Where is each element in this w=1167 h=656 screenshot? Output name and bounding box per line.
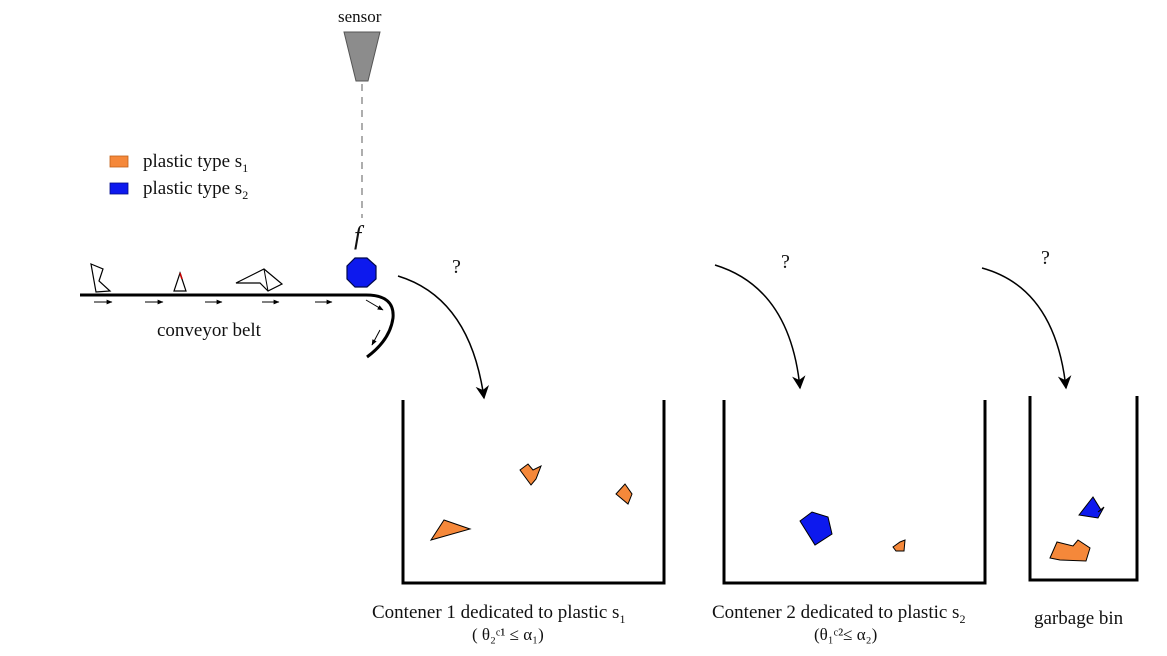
decision-mark-3: ? (1041, 247, 1050, 269)
item-orange (615, 483, 633, 505)
waste-item (90, 263, 112, 293)
conveyor-arrows (94, 299, 384, 346)
route-arrow-1 (397, 275, 489, 400)
sensor-icon (343, 31, 381, 82)
item-blue (1078, 496, 1105, 519)
container-1-walls (401, 400, 666, 585)
item-orange (1049, 539, 1091, 562)
route-arrow-2 (714, 264, 806, 390)
legend: plastic type s1 plastic type s2 (109, 151, 248, 202)
waste-item (173, 271, 187, 292)
container-2-caption: Contener 2 dedicated to plastic s2 (712, 602, 965, 626)
route-arrow-3 (981, 267, 1072, 390)
waste-item-edge (263, 268, 269, 292)
feature-symbol: f (354, 221, 365, 250)
garbage-bin-caption: garbage bin (1034, 608, 1124, 629)
sensor-label: sensor (338, 7, 382, 26)
container-1 (401, 400, 666, 585)
waste-item (235, 268, 284, 292)
waste-item-mark (179, 272, 183, 280)
garbage-bin (1028, 396, 1139, 582)
decision-mark-1: ? (452, 256, 461, 278)
legend-swatch-s1 (109, 155, 129, 168)
garbage-bin-walls (1028, 396, 1139, 582)
conveyor-belt (80, 293, 395, 359)
decision-mark-2: ? (781, 251, 790, 273)
scanned-item-blue (346, 257, 377, 288)
container-2-walls (722, 400, 987, 585)
item-blue (799, 511, 833, 546)
container-2-condition: (θ₁ᶜ²≤ α₂) (814, 625, 877, 644)
legend-swatch-s2 (109, 182, 129, 195)
container-1-condition: ( θ₂ᶜ¹ ≤ α₁) (472, 625, 544, 644)
container-2 (722, 400, 987, 585)
item-orange (429, 519, 472, 541)
legend-label-s2: plastic type s2 (143, 178, 248, 202)
container-1-caption: Contener 1 dedicated to plastic s1 (372, 602, 625, 626)
item-orange (519, 463, 542, 486)
legend-label-s1: plastic type s1 (143, 151, 248, 175)
conveyor-label: conveyor belt (157, 320, 262, 341)
item-orange (892, 539, 906, 552)
